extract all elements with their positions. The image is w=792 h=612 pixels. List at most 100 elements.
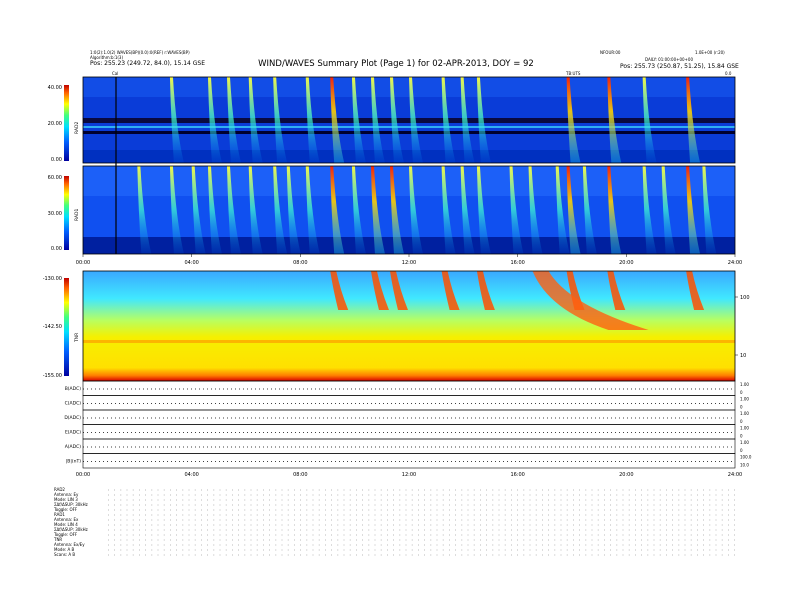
- footer-rad2-line-2: Mode: LIN 3: [54, 497, 78, 502]
- rad1-burst-17: [509, 166, 524, 254]
- cal-label: Cal: [112, 71, 119, 76]
- hk-row-tick-bottom-0: 0: [740, 390, 743, 395]
- rad1-burst-13: [409, 166, 423, 254]
- footer-tnr-block: TNR Antenna: Ex/Ey Mode: A B Scans: A B: [54, 537, 85, 557]
- footer-rad2-title: RAD2: [54, 487, 65, 492]
- hk-row-1: [82, 395, 736, 411]
- rad1-burst-22: [607, 166, 622, 254]
- rad2-burst-12: [460, 77, 475, 163]
- hk-row-tick-top-4: 1.00: [740, 440, 749, 445]
- tnr-ylabel: TNR: [74, 333, 80, 343]
- rad2-burst-13: [476, 77, 491, 163]
- rad2-cbar-tick-bottom: 0.00: [51, 157, 62, 163]
- rad1-burst-15: [460, 166, 475, 254]
- housekeeping-panels: B(ADC)1.000C(ADC)1.000D(ADC)1.000E(ADC)1…: [64, 380, 752, 478]
- rad2-burst-2: [226, 77, 241, 163]
- rad1-burst-7: [286, 166, 301, 254]
- footer-rad1-line-3: ΣΔf/ΔSUP: 30kHz: [54, 527, 88, 532]
- hk-row-tick-bottom-2: 0: [740, 419, 743, 424]
- rad2-burst-4: [273, 77, 288, 163]
- hk-row-3: [82, 424, 736, 440]
- hk-xtick-label-2: 08:00: [293, 472, 307, 478]
- footer-rad1-title: RAD1: [54, 512, 65, 517]
- hk-xtick-label-5: 20:00: [619, 472, 633, 478]
- rad1-burst-11: [370, 166, 385, 254]
- tnr-burst-7: [686, 271, 705, 310]
- plot-title: WIND/WAVES Summary Plot (Page 1) for 02-…: [258, 59, 534, 69]
- rad1-burst-19: [555, 166, 570, 254]
- footer-tnr-line-3: Scans: A B: [54, 552, 76, 557]
- header-left-line-2: Algorithm:b:1(3): [90, 55, 124, 60]
- tnr-burst-4: [476, 271, 495, 310]
- rad2-panel: [82, 76, 736, 164]
- hk-row-tick-bottom-3: 0: [740, 434, 743, 439]
- rad1-burst-8: [305, 166, 320, 254]
- rad1-burst-1: [169, 166, 184, 254]
- tnr-burst-6: [607, 271, 626, 310]
- tnr-colorbar: [64, 278, 69, 376]
- header-left-position: Pos: 255.23 (249.72, 84.0), 15.14 GSE: [90, 60, 206, 67]
- rad1-burst-20: [566, 166, 581, 254]
- colorbars: [64, 85, 69, 376]
- rad2-burst-11: [441, 77, 456, 163]
- footer-tnr-line-2: Mode: A B: [54, 547, 75, 552]
- header-left-info: 1:0(2):1.0(2) WAVES(BP)(0.0):0(REF) r:WA…: [90, 50, 205, 67]
- hk-row-label-0: B(ADC): [65, 386, 82, 392]
- footer-dotted-grid: [108, 489, 735, 556]
- footer-tnr-line-1: Antenna: Ex/Ey: [54, 542, 85, 547]
- rad2-ylabel: RAD2: [74, 122, 80, 134]
- rad1-burst-6: [273, 166, 288, 254]
- tnr-type3-sweep: [532, 271, 649, 330]
- rad2-cbar-tick-mid: 20.00: [48, 121, 62, 127]
- hk-xtick-label-0: 00:00: [76, 472, 90, 478]
- tnr-right-tick-10: 10: [740, 353, 746, 359]
- rad1-cbar-tick-mid: 30.00: [48, 211, 62, 217]
- hk-row-label-2: D(ADC): [64, 415, 81, 421]
- rad1-burst-25: [686, 166, 701, 254]
- rad1-burst-21: [582, 166, 597, 254]
- hk-row-tick-top-3: 1.00: [740, 426, 749, 431]
- header-right-daily: DAILY: 01:00:00+00+00: [645, 57, 694, 62]
- hk-row-tick-top-2: 1.00: [740, 411, 749, 416]
- hk-row-label-3: E(ADC): [65, 430, 81, 436]
- tnr-cbar-tick-top: -130.00: [43, 276, 62, 282]
- tb-label: TB:UTS: [566, 71, 581, 76]
- footer-rad2-line-4: Toggle: OFF: [54, 507, 78, 512]
- rad1-burst-4: [226, 166, 241, 254]
- rad1-burst-23: [642, 166, 657, 254]
- tnr-burst-0: [330, 271, 349, 310]
- rad2-colorbar: [64, 85, 69, 161]
- header-right-position: Pos: 255.73 (250.87, 51.25), 15.84 GSE: [620, 63, 739, 70]
- rad2-burst-10: [409, 77, 423, 163]
- rad1-burst-0: [137, 166, 152, 254]
- hk-row-label-5: |B|(nT): [66, 459, 81, 465]
- rad-xtick-label-5: 20:00: [619, 260, 633, 266]
- hk-xtick-label-1: 04:00: [184, 472, 198, 478]
- rad1-cbar-tick-top: 60.00: [48, 175, 62, 181]
- hk-row-tick-top-0: 1.00: [740, 382, 749, 387]
- rad2-burst-7: [351, 77, 366, 163]
- rad1-panel: [82, 165, 736, 255]
- footer-rad2-block: RAD2 Antenna: Ey Mode: LIN 3 ΣΔf/ΔSUP: 3…: [54, 487, 88, 512]
- tnr-cbar-tick-bottom: -155.00: [43, 373, 62, 379]
- rad1-burst-5: [248, 166, 263, 254]
- tnr-panel: [82, 270, 736, 382]
- rad2-burst-6: [330, 77, 345, 163]
- hk-row-4: [82, 438, 736, 454]
- footer-tnr-title: TNR: [54, 537, 63, 542]
- tnr-cbar-tick-mid: -142.50: [43, 324, 62, 330]
- hk-row-tick-top-1: 1.00: [740, 397, 749, 402]
- rad1-burst-3: [207, 166, 222, 254]
- tnr-burst-1: [370, 271, 389, 310]
- rad-xtick-label-4: 16:00: [510, 260, 524, 266]
- rad2-burst-9: [389, 77, 404, 163]
- tnr-burst-3: [441, 271, 460, 310]
- hk-row-tick-top-5: 100.0: [740, 455, 752, 460]
- rad1-burst-14: [441, 166, 456, 254]
- rad2-burst-8: [370, 77, 385, 163]
- rad1-burst-2: [191, 166, 206, 254]
- rad1-burst-24: [661, 166, 676, 254]
- tnr-background: [83, 271, 735, 381]
- rad2-burst-0: [169, 77, 184, 163]
